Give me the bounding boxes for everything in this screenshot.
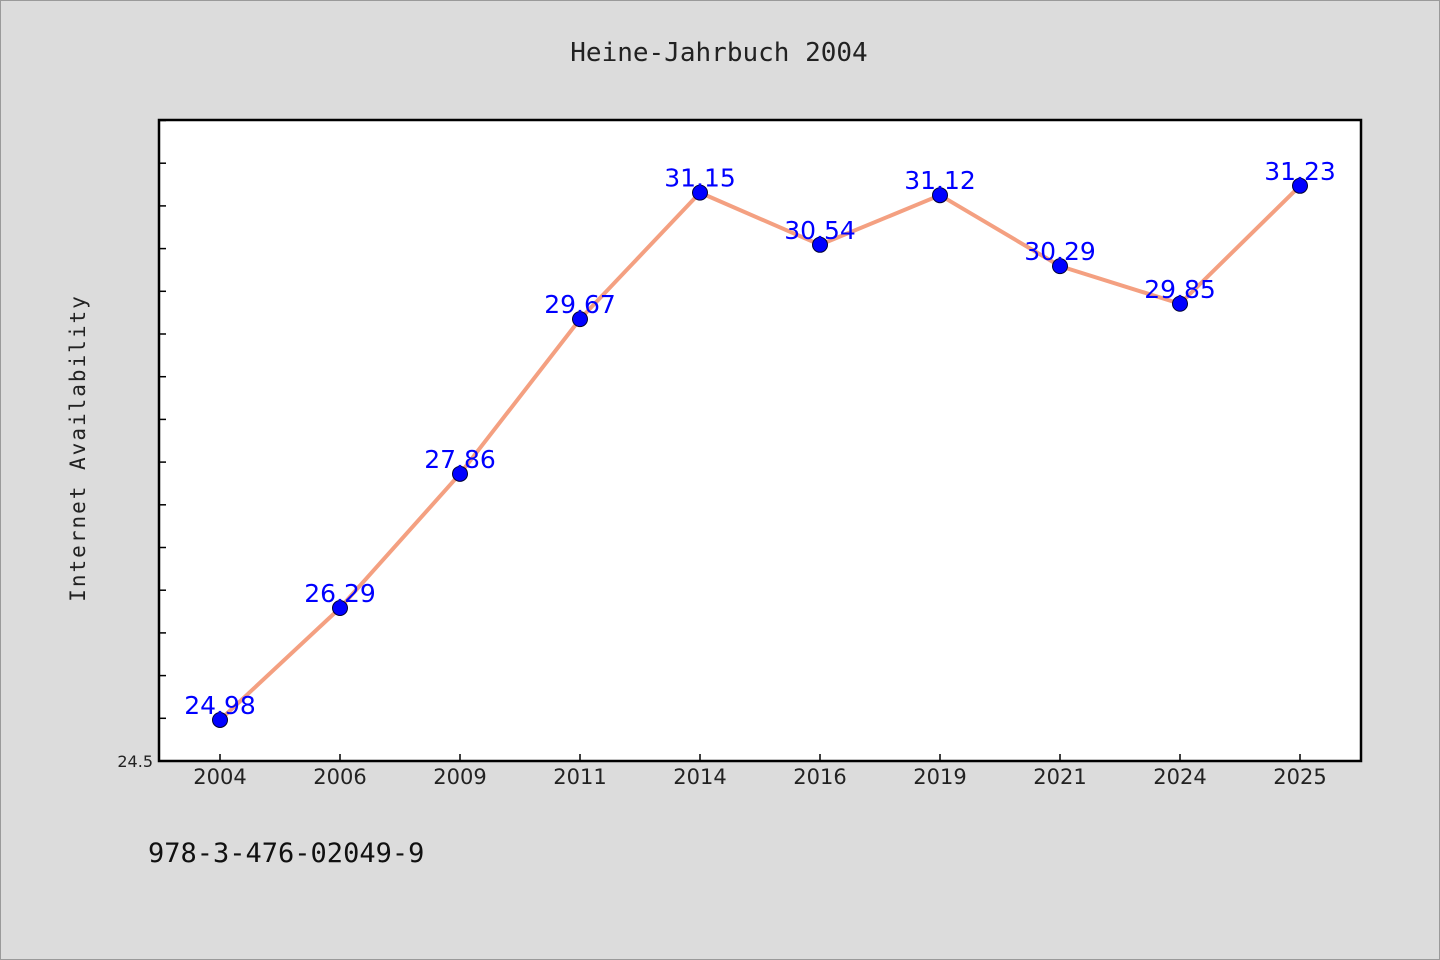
x-axis-ticks: 2004 2006 2009 2011 2014 2016 2019 2021 2024 2025 (193, 754, 1327, 789)
data-label: 30.54 (784, 216, 856, 245)
data-label: 31.12 (904, 166, 976, 195)
data-point (932, 187, 948, 204)
data-point (452, 465, 468, 482)
data-point (812, 236, 828, 253)
data-label: 24.98 (184, 691, 256, 720)
data-point (332, 600, 348, 617)
data-label: 29.67 (544, 290, 616, 319)
x-tick-label: 2019 (913, 765, 966, 789)
data-label: 27.86 (424, 445, 496, 474)
data-point (1172, 295, 1188, 312)
x-tick-label: 2025 (1273, 765, 1326, 789)
series-line (218, 184, 1302, 722)
plot-area (157, 118, 1363, 763)
data-point (1052, 258, 1068, 275)
isbn-footnote: 978-3-476-02049-9 (148, 838, 424, 869)
data-label: 31.15 (664, 164, 736, 193)
x-tick-label: 2006 (313, 765, 366, 789)
series-layer (212, 177, 1308, 728)
data-labels: 24.98 26.29 27.86 29.67 31.15 30.54 31.12 30.29… (184, 157, 1336, 720)
x-tick-label: 2024 (1153, 765, 1206, 789)
x-tick-label: 2009 (433, 765, 486, 789)
x-tick-label: 2016 (793, 765, 846, 789)
data-point (212, 711, 228, 728)
x-tick-label: 2011 (553, 765, 606, 789)
y-axis-label: Internet Availability (66, 294, 90, 602)
x-tick-label: 2014 (673, 765, 726, 789)
data-label: 26.29 (304, 579, 376, 608)
y-axis-ticks: 24.5 (117, 119, 166, 771)
y-tick-label: 24.5 (117, 752, 153, 771)
x-tick-label: 2004 (193, 765, 246, 789)
chart-title: Heine-Jahrbuch 2004 (570, 38, 867, 68)
data-point (1292, 177, 1308, 194)
data-label: 30.29 (1024, 237, 1096, 266)
x-tick-label: 2021 (1033, 765, 1086, 789)
data-label: 29.85 (1144, 275, 1216, 304)
data-point (572, 311, 588, 328)
data-point (692, 184, 708, 201)
data-label: 31.23 (1264, 157, 1336, 186)
